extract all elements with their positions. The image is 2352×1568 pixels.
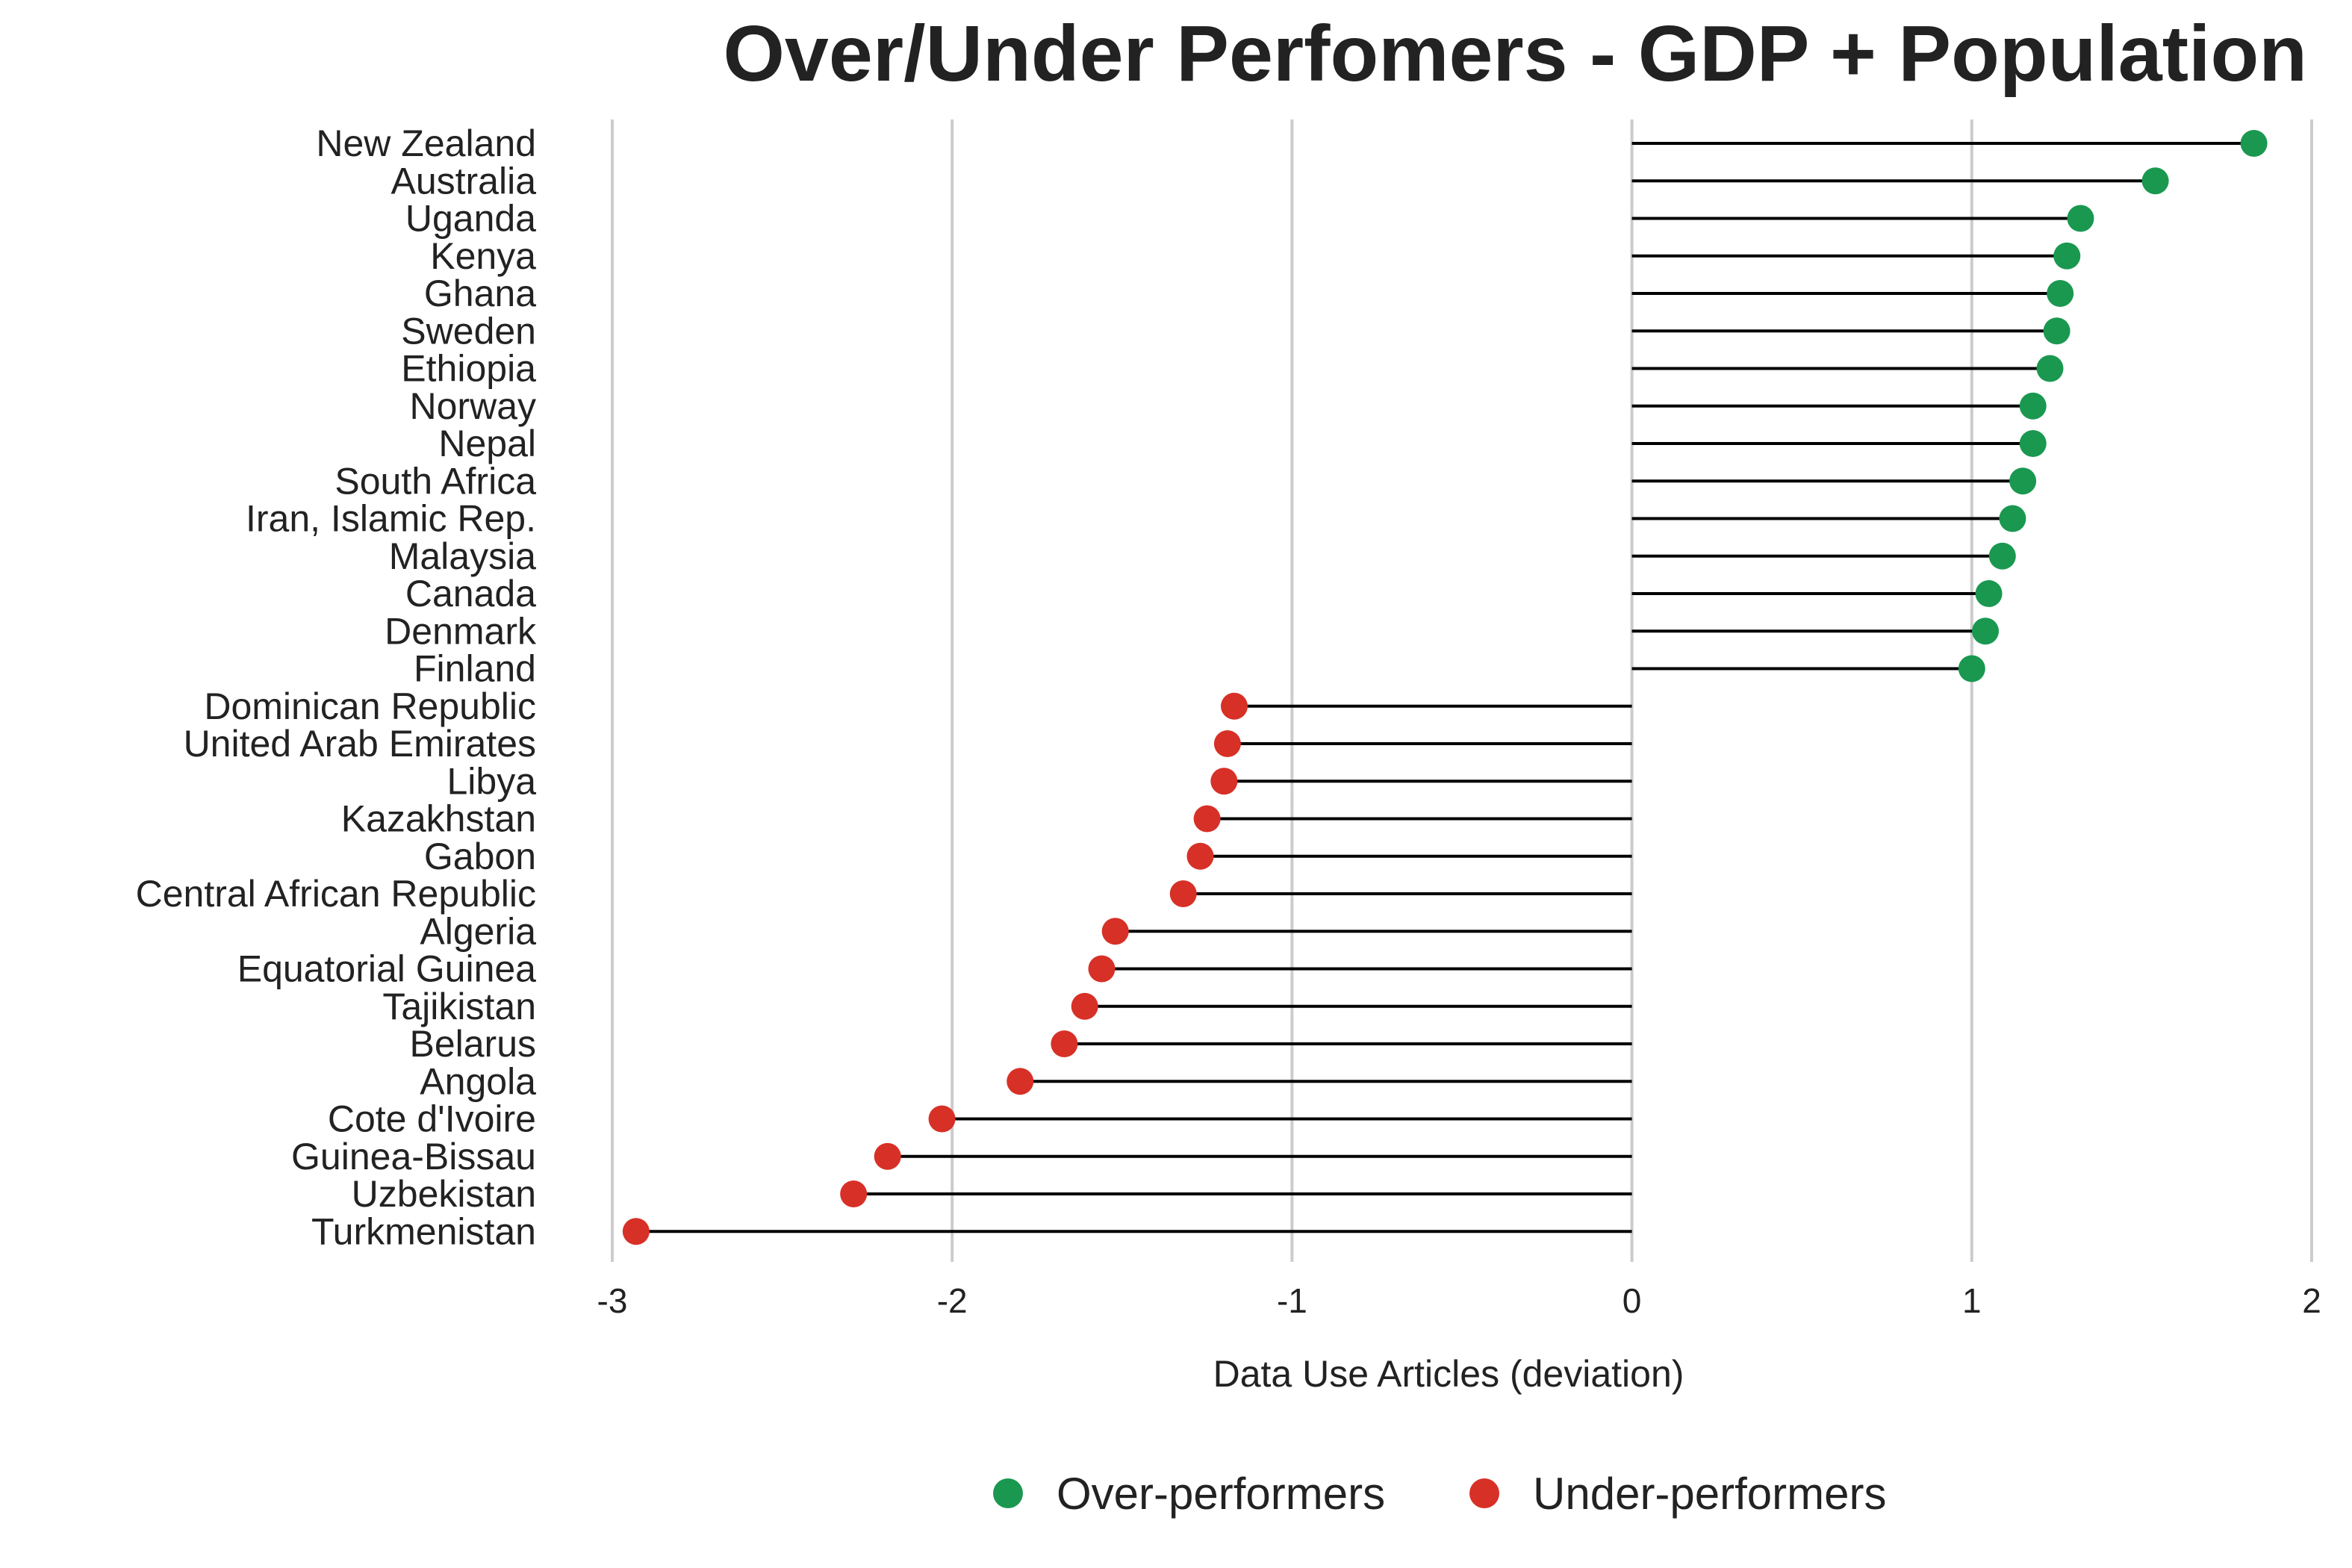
country-label: Dominican Republic [204,685,536,727]
lollipop-dot-over [2047,280,2074,307]
lollipop-dot-under [1007,1068,1034,1095]
country-label: South Africa [335,460,536,502]
country-label: Turkmenistan [311,1210,536,1252]
lollipop-dot-over [2009,467,2037,495]
country-label: Finland [414,648,536,690]
x-tick-label: -2 [937,1281,968,1320]
legend: Over-performers Under-performers [993,1469,1886,1519]
lollipop-dot-over [1972,617,2000,645]
country-label: Iran, Islamic Rep. [246,498,536,540]
country-label: Sweden [401,310,536,352]
lollipop-dot-under [1051,1030,1078,1057]
chart-title: Over/Under Perfomers - GDP + Population [723,10,2307,98]
lollipop-dot-under [928,1105,956,1133]
lollipop-dot-over [2240,130,2268,157]
lollipop-stems [635,142,2254,1233]
lollipop-dot-over [1999,505,2026,532]
country-label: Australia [391,160,536,202]
lollipop-dot-under [1213,730,1241,757]
lollipop-dot-under [874,1142,901,1170]
lollipop-dot-under [1101,918,1129,945]
country-label: Norway [410,385,536,427]
country-label: Cote d'Ivoire [328,1098,536,1140]
lollipop-dot-over [1975,580,2003,607]
lollipop-dot-over [2141,167,2169,195]
lollipop-dot-over [1988,542,2016,570]
country-label: Ghana [424,273,536,314]
country-label: Kazakhstan [341,798,536,840]
x-tick-label: 2 [2302,1281,2321,1320]
grid-lines [611,119,2313,1262]
lollipop-dot-under [1186,842,1214,870]
x-tick-label: 1 [1962,1281,1982,1320]
country-label: Guinea-Bissau [291,1136,536,1177]
country-label: Ethiopia [401,348,536,390]
country-labels: New ZealandAustraliaUgandaKenyaGhanaSwed… [136,122,537,1252]
lollipop-dot-over [2067,205,2094,232]
lollipop-dot-under [1221,692,1248,720]
country-label: Tajikistan [382,986,536,1027]
lollipop-dot-over [2043,317,2071,345]
country-label: Equatorial Guinea [237,948,536,990]
lollipop-dot-over [2036,355,2064,382]
lollipop-dot-under [1169,880,1197,907]
lollipop-dot-under [1071,992,1098,1020]
legend-label-over: Over-performers [1057,1469,1385,1519]
legend-swatch-under [1469,1478,1499,1508]
lollipop-dots [622,130,2268,1245]
country-label: Denmark [385,610,537,652]
lollipop-dot-over [2019,430,2047,457]
country-label: Angola [420,1060,536,1102]
x-axis-title: Data Use Articles (deviation) [1213,1353,1684,1395]
country-label: Central African Republic [136,873,536,915]
legend-swatch-over [993,1478,1023,1508]
x-axis-ticks: -3 -2 -1 0 1 2 [597,1281,2321,1320]
lollipop-dot-under [1193,805,1221,833]
country-label: Nepal [438,423,536,464]
lollipop-dot-over [2019,392,2047,420]
country-label: United Arab Emirates [184,723,536,765]
x-tick-label: 0 [1623,1281,1642,1320]
country-label: Algeria [420,910,536,952]
legend-label-under: Under-performers [1533,1469,1886,1519]
lollipop-dot-under [1210,768,1238,795]
country-label: Libya [447,760,536,802]
country-label: Canada [405,573,536,615]
lollipop-dot-over [2053,242,2081,270]
country-label: Malaysia [389,535,536,577]
x-tick-label: -3 [597,1281,628,1320]
country-label: Gabon [424,836,536,877]
country-label: Uzbekistan [352,1173,536,1215]
x-tick-label: -1 [1277,1281,1307,1320]
lollipop-dot-under [840,1180,868,1207]
country-label: Uganda [405,198,536,240]
lollipop-dot-under [1088,955,1116,983]
country-label: Belarus [409,1023,536,1065]
lollipop-dot-under [622,1218,650,1245]
lollipop-dot-over [1958,655,1985,682]
country-label: Kenya [430,235,536,277]
country-label: New Zealand [316,122,536,164]
